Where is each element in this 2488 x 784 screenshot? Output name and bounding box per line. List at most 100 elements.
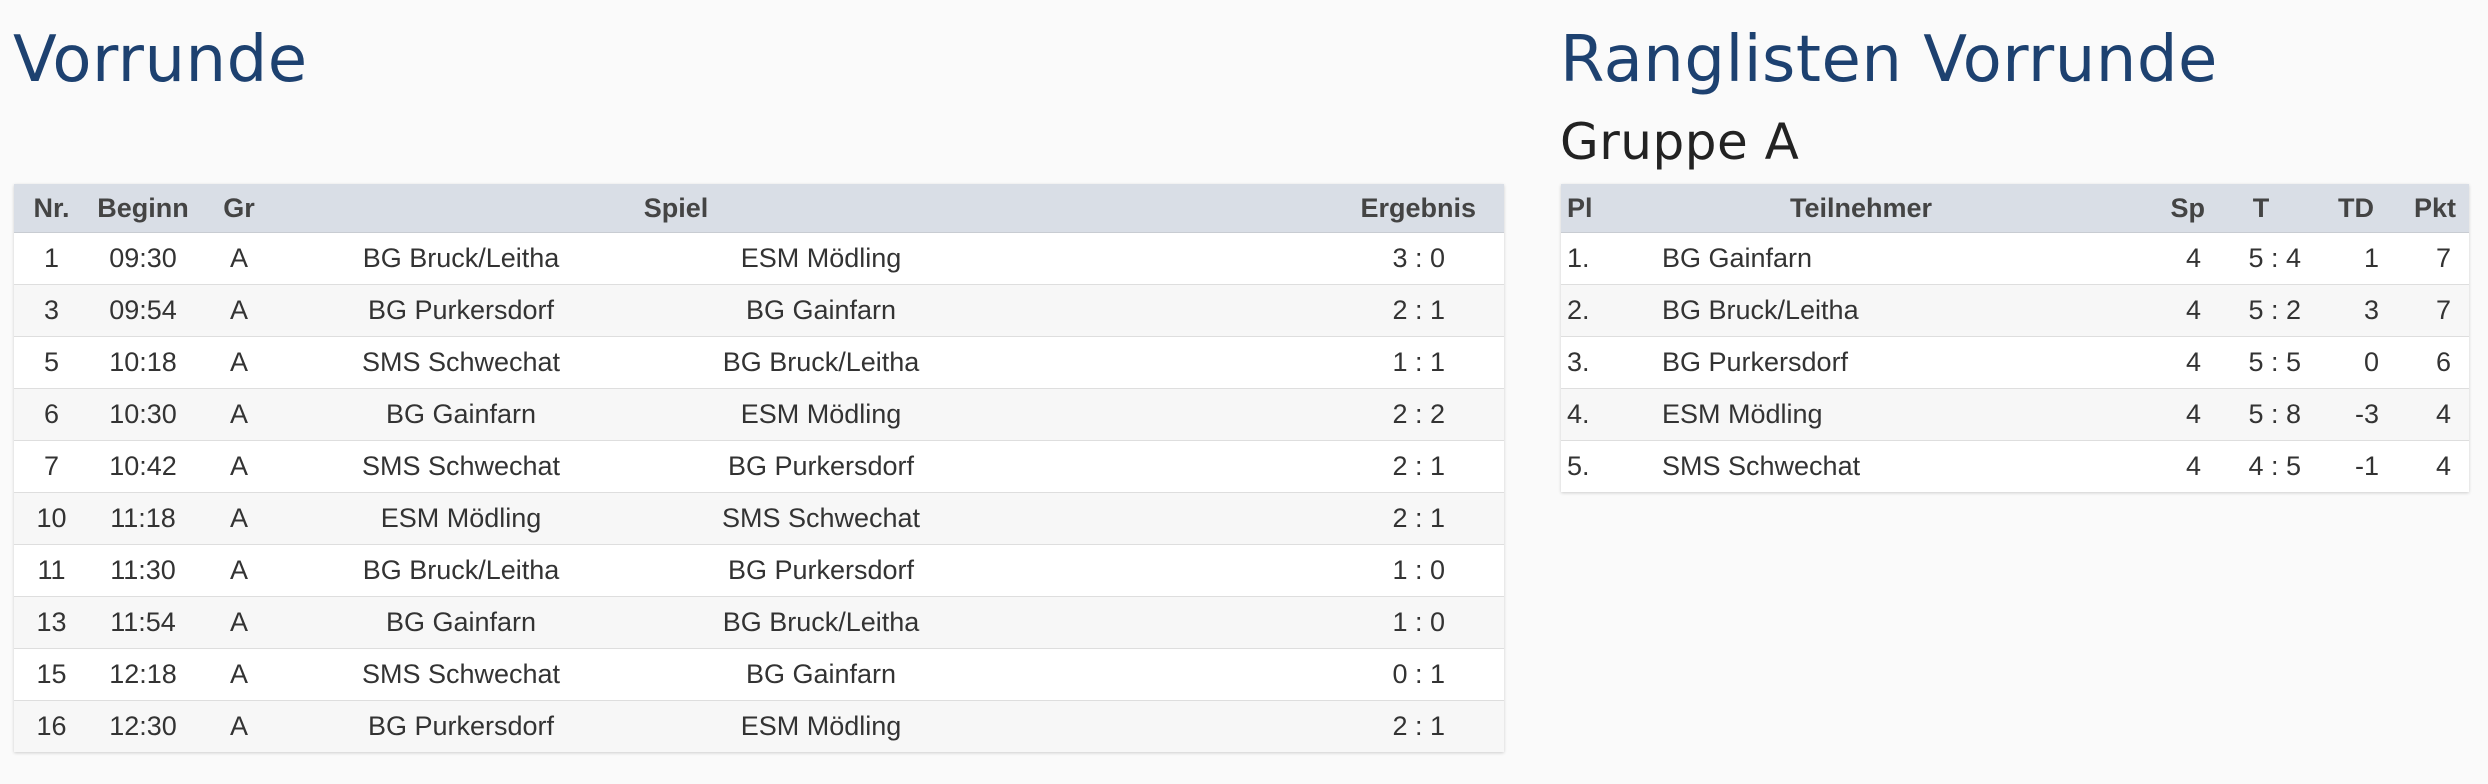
col-header-teilnehmer: Teilnehmer (1661, 184, 2061, 233)
rank-teilnehmer: BG Purkersdorf (1661, 336, 2061, 389)
match-gruppe: A (197, 336, 281, 389)
group-title: Gruppe A (1560, 113, 1800, 171)
match-ergebnis: 1 : 0 (1201, 544, 1504, 597)
rank-tore: 5 : 5 (2211, 336, 2311, 389)
match-ergebnis: 1 : 1 (1201, 336, 1504, 389)
match-gruppe: A (197, 388, 281, 441)
rank-row: 4. ESM Mödling 4 5 : 8 -3 4 (1561, 388, 2469, 441)
rank-tordifferenz: -1 (2311, 440, 2401, 492)
match-away-team: BG Purkersdorf (641, 544, 1201, 597)
col-header-sp: Sp (2061, 184, 2211, 233)
rank-tore: 4 : 5 (2211, 440, 2311, 492)
match-ergebnis: 0 : 1 (1201, 648, 1504, 701)
col-header-pkt: Pkt (2401, 184, 2469, 233)
match-away-team: BG Gainfarn (641, 648, 1201, 701)
ranglisten-table: Pl Teilnehmer Sp T TD Pkt 1. BG Gainfarn 4… (1561, 184, 2469, 492)
match-row: 7 10:42 A SMS Schwechat BG Purkersdorf 2 : 1 (14, 440, 1504, 493)
rank-platz: 3. (1561, 336, 1661, 389)
match-beginn: 11:30 (89, 544, 197, 597)
match-away-team: BG Bruck/Leitha (641, 596, 1201, 649)
match-home-team: BG Purkersdorf (281, 700, 641, 752)
match-home-team: SMS Schwechat (281, 336, 641, 389)
rank-tordifferenz: 0 (2311, 336, 2401, 389)
rank-spiele: 4 (2061, 232, 2211, 285)
match-gruppe: A (197, 284, 281, 337)
rank-spiele: 4 (2061, 388, 2211, 441)
rank-punkte: 4 (2401, 388, 2469, 441)
rank-punkte: 4 (2401, 440, 2469, 492)
match-beginn: 10:42 (89, 440, 197, 493)
rank-punkte: 7 (2401, 284, 2469, 337)
vorrunde-title: Vorrunde (13, 23, 308, 97)
rank-tordifferenz: -3 (2311, 388, 2401, 441)
match-gruppe: A (197, 648, 281, 701)
match-nr: 10 (14, 492, 89, 545)
match-row: 11 11:30 A BG Bruck/Leitha BG Purkersdorf 1 :… (14, 544, 1504, 597)
rank-spiele: 4 (2061, 284, 2211, 337)
match-ergebnis: 2 : 1 (1201, 440, 1504, 493)
rank-punkte: 6 (2401, 336, 2469, 389)
match-away-team: SMS Schwechat (641, 492, 1201, 545)
col-header-nr: Nr. (14, 184, 89, 233)
match-row: 3 09:54 A BG Purkersdorf BG Gainfarn 2 : 1 (14, 284, 1504, 337)
match-nr: 5 (14, 336, 89, 389)
match-gruppe: A (197, 596, 281, 649)
col-header-beginn: Beginn (89, 184, 197, 233)
match-away-team: ESM Mödling (641, 232, 1201, 285)
match-home-team: SMS Schwechat (281, 440, 641, 493)
match-home-team: BG Bruck/Leitha (281, 544, 641, 597)
match-row: 1 09:30 A BG Bruck/Leitha ESM Mödling 3 : 0 (14, 232, 1504, 285)
ranglisten-header-row: Pl Teilnehmer Sp T TD Pkt (1561, 184, 2469, 233)
match-beginn: 12:18 (89, 648, 197, 701)
match-away-team: ESM Mödling (641, 388, 1201, 441)
rank-tore: 5 : 2 (2211, 284, 2311, 337)
col-header-t: T (2211, 184, 2311, 233)
match-ergebnis: 3 : 0 (1201, 232, 1504, 285)
match-nr: 1 (14, 232, 89, 285)
match-away-team: BG Purkersdorf (641, 440, 1201, 493)
match-nr: 3 (14, 284, 89, 337)
rank-tordifferenz: 1 (2311, 232, 2401, 285)
match-ergebnis: 2 : 1 (1201, 284, 1504, 337)
match-gruppe: A (197, 440, 281, 493)
ranglisten-title: Ranglisten Vorrunde (1560, 23, 2218, 97)
match-home-team: BG Purkersdorf (281, 284, 641, 337)
rank-platz: 4. (1561, 388, 1661, 441)
col-header-pl: Pl (1561, 184, 1661, 233)
rank-spiele: 4 (2061, 336, 2211, 389)
match-away-team: BG Bruck/Leitha (641, 336, 1201, 389)
match-nr: 13 (14, 596, 89, 649)
match-beginn: 09:54 (89, 284, 197, 337)
match-gruppe: A (197, 232, 281, 285)
vorrunde-table: Nr. Beginn Gr Spiel Ergebnis 1 09:30 A BG B… (14, 184, 1504, 752)
match-gruppe: A (197, 492, 281, 545)
rank-teilnehmer: BG Gainfarn (1661, 232, 2061, 285)
match-gruppe: A (197, 700, 281, 752)
rank-tore: 5 : 8 (2211, 388, 2311, 441)
match-beginn: 12:30 (89, 700, 197, 752)
match-home-team: BG Gainfarn (281, 596, 641, 649)
match-ergebnis: 1 : 0 (1201, 596, 1504, 649)
match-ergebnis: 2 : 1 (1201, 492, 1504, 545)
col-header-ergebnis: Ergebnis (1201, 184, 1504, 233)
match-nr: 16 (14, 700, 89, 752)
rank-row: 5. SMS Schwechat 4 4 : 5 -1 4 (1561, 440, 2469, 492)
rank-platz: 2. (1561, 284, 1661, 337)
match-home-team: SMS Schwechat (281, 648, 641, 701)
match-beginn: 09:30 (89, 232, 197, 285)
match-nr: 11 (14, 544, 89, 597)
col-header-gr: Gr (197, 184, 281, 233)
rank-tordifferenz: 3 (2311, 284, 2401, 337)
match-row: 10 11:18 A ESM Mödling SMS Schwechat 2 : 1 (14, 492, 1504, 545)
match-ergebnis: 2 : 2 (1201, 388, 1504, 441)
match-gruppe: A (197, 544, 281, 597)
match-nr: 7 (14, 440, 89, 493)
rank-spiele: 4 (2061, 440, 2211, 492)
match-beginn: 10:30 (89, 388, 197, 441)
match-nr: 6 (14, 388, 89, 441)
vorrunde-header-row: Nr. Beginn Gr Spiel Ergebnis (14, 184, 1504, 233)
match-nr: 15 (14, 648, 89, 701)
match-row: 16 12:30 A BG Purkersdorf ESM Mödling 2 : 1 (14, 700, 1504, 752)
